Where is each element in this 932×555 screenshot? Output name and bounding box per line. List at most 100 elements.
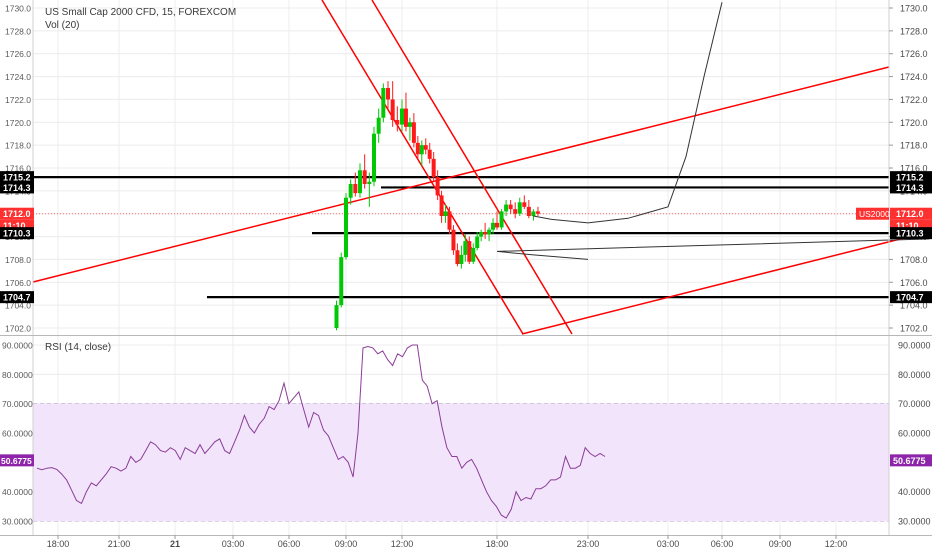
rsi-tick-label-left: 30.0000 — [2, 517, 33, 527]
price-marker-left[interactable]: 1714.3 — [0, 181, 34, 194]
trend-channels — [32, 0, 932, 335]
volume-label[interactable]: Vol (20) — [45, 20, 79, 31]
time-tick-label: 03:00 — [222, 539, 245, 549]
candle-body — [499, 211, 504, 228]
candle-body — [390, 99, 395, 120]
price-marker-right[interactable]: 1714.3 — [890, 181, 932, 194]
secondary-path[interactable] — [496, 238, 930, 260]
marker-text: 1712.0 — [896, 209, 924, 219]
candle — [372, 126, 376, 187]
channel-line[interactable] — [321, 0, 524, 335]
rsi-title[interactable]: RSI (14, close) — [45, 342, 111, 353]
channel-line[interactable] — [371, 0, 573, 335]
candle-body — [463, 241, 468, 255]
price-tick-label-left: 1708.0 — [5, 255, 31, 265]
marker-box — [890, 181, 932, 194]
candle-body — [491, 222, 496, 230]
candle — [423, 138, 428, 155]
candle — [439, 190, 444, 223]
time-axis[interactable]: 18:00 21:00 21 03:00 06:00 09:00 12:00 18:00 23:… — [47, 535, 848, 549]
rsi-badge-text: 50.6775 — [1, 456, 32, 466]
candle — [513, 202, 518, 219]
marker-text: 1714.3 — [896, 183, 924, 193]
candle — [499, 209, 504, 230]
projection-path[interactable] — [533, 2, 723, 224]
price-tick-label-left: 1704.0 — [5, 301, 31, 311]
price-tick-label-left: 1726.0 — [5, 49, 31, 59]
price-marker-left[interactable]: 1715.2 — [0, 171, 34, 184]
price-tick-label-left: 1730.0 — [5, 4, 31, 14]
price-tick-label-left: 1724.0 — [5, 72, 31, 82]
candle — [344, 193, 348, 260]
marker-text: 1704.7 — [3, 293, 31, 303]
rsi-current-badge-left[interactable]: 50.6775 — [0, 454, 34, 467]
candle-body — [487, 229, 492, 235]
rsi-tick-label-left: 70.0000 — [2, 399, 33, 409]
candle — [415, 136, 420, 159]
marker-box — [0, 171, 34, 184]
time-tick-label: 03:00 — [657, 539, 680, 549]
price-marker-right[interactable]: 1704.7 — [890, 291, 932, 304]
candle — [348, 179, 353, 205]
candle-body — [455, 250, 460, 264]
price-marker-right[interactable]: 1710.3 — [890, 227, 932, 240]
rsi-current-badge[interactable]: 50.6775 — [890, 454, 932, 467]
candle-body — [483, 232, 488, 235]
candle-body — [407, 122, 412, 127]
candle — [459, 245, 464, 269]
time-tick-label: 18:00 — [486, 539, 509, 549]
candle-body — [367, 181, 372, 184]
price-marker-left[interactable]: 1712.0 — [0, 207, 34, 220]
time-tick-label: 09:00 — [769, 539, 792, 549]
candle — [475, 232, 480, 251]
marker-box — [0, 181, 34, 194]
rsi-badge-box — [890, 454, 932, 467]
symbol-badge[interactable]: US2000 — [856, 207, 890, 220]
candle-body — [447, 211, 452, 230]
symbol-badge-box — [856, 207, 889, 220]
candle-body — [508, 204, 513, 210]
candle-body — [531, 211, 536, 216]
price-marker-left[interactable]: 1704.7 — [0, 291, 34, 304]
price-marker-right[interactable]: 1715.2 — [890, 171, 932, 184]
marker-text: 11:10 — [896, 221, 919, 231]
candle-body — [427, 149, 432, 159]
candle — [400, 99, 404, 132]
candle-body — [504, 204, 509, 212]
price-marker-left[interactable]: 1710.3 — [0, 227, 34, 240]
price-tick-label: 1726.0 — [900, 49, 928, 59]
rsi-line — [36, 344, 606, 519]
rsi-band — [33, 403, 889, 521]
rsi-tick-label: 60.0000 — [898, 429, 931, 439]
marker-text: 1710.3 — [896, 229, 924, 239]
candle — [471, 243, 476, 264]
symbol-title[interactable]: US Small Cap 2000 CFD, 15, FOREXCOM — [45, 7, 236, 18]
candle — [339, 252, 344, 308]
candle-body — [423, 145, 428, 150]
price-tick-label: 1720.0 — [900, 118, 928, 128]
rsi-badge-box — [0, 454, 34, 467]
candle — [435, 170, 440, 200]
time-tick-label: 09:00 — [335, 539, 358, 549]
projection-paths — [496, 2, 930, 260]
channel-line[interactable] — [32, 66, 890, 283]
candle — [447, 206, 452, 235]
candle-body — [339, 257, 344, 306]
price-marker-right[interactable]: 1712.0 — [890, 207, 932, 220]
price-markers: 1715.21715.21714.31714.31712.01712.011:1… — [0, 171, 932, 467]
marker-text: 1710.3 — [3, 229, 31, 239]
candle-body — [471, 248, 476, 262]
marker-box — [890, 227, 932, 240]
candle — [479, 229, 484, 242]
candle-body — [334, 305, 339, 328]
candle-body — [353, 184, 358, 194]
candle-body — [535, 211, 540, 214]
candle-body — [435, 177, 440, 196]
candle — [367, 172, 372, 207]
candle — [535, 206, 540, 216]
marker-box — [890, 291, 932, 304]
marker-box — [0, 291, 34, 304]
rsi-tick-label: 80.0000 — [898, 370, 931, 380]
channel-line[interactable] — [521, 230, 932, 335]
